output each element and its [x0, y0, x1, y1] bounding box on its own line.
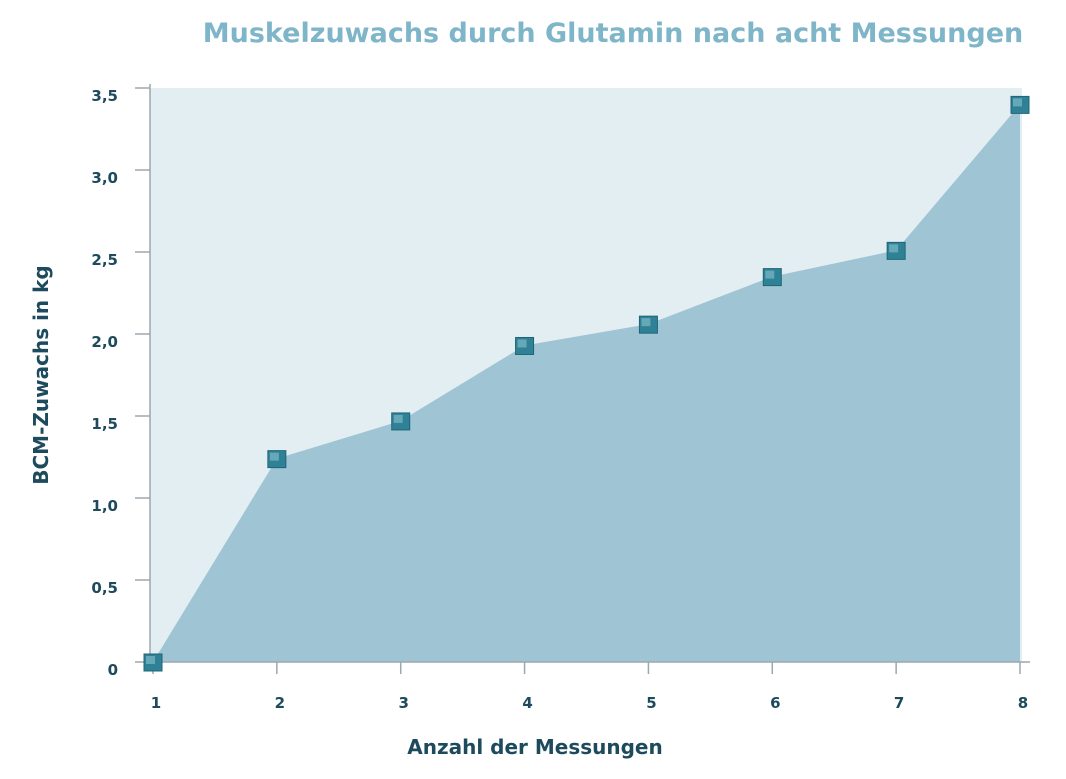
y-tick-label: 3,0	[91, 169, 118, 187]
chart-title: Muskelzuwachs durch Glutamin nach acht M…	[202, 18, 1024, 49]
y-tick-label: 0	[108, 661, 118, 679]
x-tick-label: 8	[1018, 694, 1028, 712]
x-tick-label: 6	[770, 694, 780, 712]
data-point-highlight	[1013, 98, 1022, 107]
area-series	[153, 104, 1020, 662]
y-tick-label: 0,5	[91, 579, 118, 597]
y-tick-label: 1,0	[91, 497, 118, 515]
y-tick-label: 1,5	[91, 415, 118, 433]
data-point-highlight	[146, 656, 155, 664]
x-axis-label: Anzahl der Messungen	[407, 735, 663, 759]
y-tick-label: 2,5	[91, 251, 118, 269]
y-tick-label: 2,0	[91, 333, 118, 351]
y-axis-label: BCM-Zuwachs in kg	[29, 265, 53, 484]
x-tick-label: 2	[275, 694, 285, 712]
x-tick-label: 5	[646, 694, 656, 712]
data-point-highlight	[889, 244, 899, 253]
x-tick-label: 3	[398, 694, 408, 712]
data-point-highlight	[765, 270, 775, 279]
data-point-highlight	[269, 452, 279, 461]
data-point-highlight	[517, 339, 527, 348]
x-tick-label: 1	[151, 694, 161, 712]
y-tick-label: 3,5	[91, 87, 118, 105]
x-tick-label: 4	[522, 694, 532, 712]
data-point-highlight	[641, 318, 651, 327]
data-point-highlight	[393, 414, 403, 423]
x-tick-label: 7	[894, 694, 904, 712]
